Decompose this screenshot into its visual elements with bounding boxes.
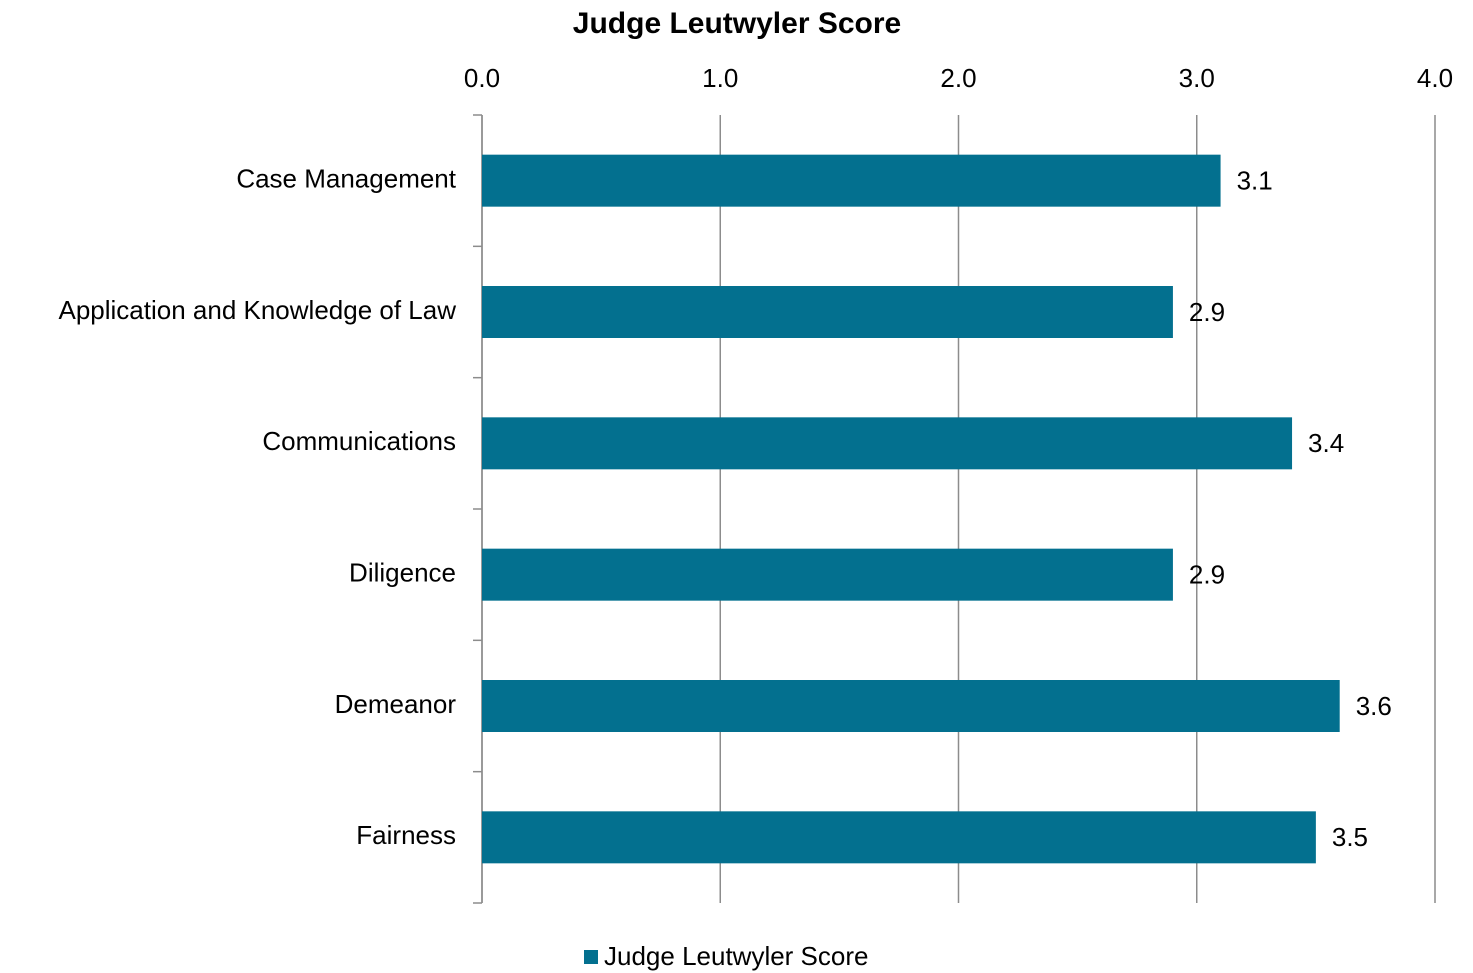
- data-label: 2.9: [1189, 560, 1225, 590]
- bar: [482, 286, 1173, 338]
- y-tick-label: Diligence: [349, 558, 456, 588]
- y-tick-label: Case Management: [236, 164, 456, 194]
- x-tick-label: 3.0: [1179, 63, 1215, 93]
- bar: [482, 548, 1173, 601]
- y-tick-label: Communications: [262, 426, 456, 456]
- bar: [482, 811, 1316, 864]
- x-tick-label: 1.0: [702, 63, 738, 93]
- bar: [482, 417, 1293, 470]
- y-tick-label: Fairness: [356, 820, 456, 850]
- x-tick-label: 0.0: [464, 63, 500, 93]
- bar: [482, 154, 1221, 207]
- data-label: 3.1: [1237, 166, 1273, 196]
- x-tick-label: 2.0: [940, 63, 976, 93]
- data-label: 2.9: [1189, 297, 1225, 327]
- y-tick-label: Demeanor: [335, 689, 457, 719]
- data-label: 3.5: [1332, 822, 1368, 852]
- x-tick-label: 4.0: [1417, 63, 1453, 93]
- chart-title: Judge Leutwyler Score: [573, 7, 901, 40]
- bar: [482, 680, 1340, 732]
- data-label: 3.4: [1308, 428, 1344, 458]
- legend-label: Judge Leutwyler Score: [604, 941, 868, 971]
- data-label: 3.6: [1356, 691, 1392, 721]
- legend-swatch: [584, 950, 598, 964]
- y-tick-label: Application and Knowledge of Law: [58, 295, 456, 325]
